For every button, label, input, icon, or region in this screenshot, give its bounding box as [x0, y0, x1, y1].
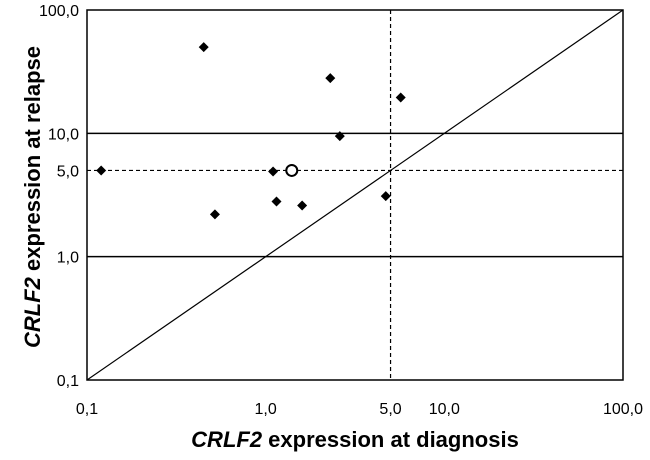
- data-point-open-1: [285, 163, 299, 177]
- x-tick-label: 0,1: [76, 401, 98, 418]
- data-points: [96, 42, 406, 220]
- data-point-filled-9: [380, 191, 391, 202]
- y-axis-title: CRLF2 expression at relapse: [20, 46, 45, 348]
- data-point-filled-1: [96, 165, 107, 176]
- plot-frame: [86, 9, 624, 381]
- y-tick-label: 100,0: [39, 3, 79, 20]
- grid-layer: [87, 132, 623, 258]
- data-point-filled-8: [334, 131, 345, 142]
- x-axis-title-rest: expression at diagnosis: [262, 427, 519, 452]
- x-axis-title: CRLF2 expression at diagnosis: [191, 427, 519, 452]
- y-tick-label: 10,0: [48, 126, 79, 143]
- data-point-filled-6: [297, 200, 308, 211]
- data-point-filled-5: [271, 196, 282, 207]
- y-tick-label: 1,0: [57, 250, 79, 267]
- y-axis-title-gene: CRLF2: [20, 276, 45, 348]
- tick-labels: 0,1 1,0 5,0 10,0 100,0 0,1 1,0 5,0 10,0 100,0: [39, 3, 643, 418]
- data-point-filled-7: [325, 73, 336, 84]
- y-tick-label: 0,1: [57, 373, 79, 390]
- data-point-filled-2: [198, 42, 209, 53]
- data-point-filled-3: [209, 209, 220, 220]
- x-tick-label: 1,0: [255, 401, 277, 418]
- data-point-filled-10: [395, 92, 406, 103]
- identity-line: [86, 9, 624, 381]
- y-axis-title-rest: expression at relapse: [20, 46, 45, 277]
- data-point-filled-4: [268, 166, 279, 177]
- plot-border: [86, 9, 624, 381]
- x-tick-label: 100,0: [603, 401, 643, 418]
- x-axis-title-gene: CRLF2: [191, 427, 263, 452]
- x-tick-label: 5,0: [379, 401, 401, 418]
- x-tick-label: 10,0: [429, 401, 460, 418]
- reference-lines: [86, 9, 624, 381]
- y-tick-label: 5,0: [57, 163, 79, 180]
